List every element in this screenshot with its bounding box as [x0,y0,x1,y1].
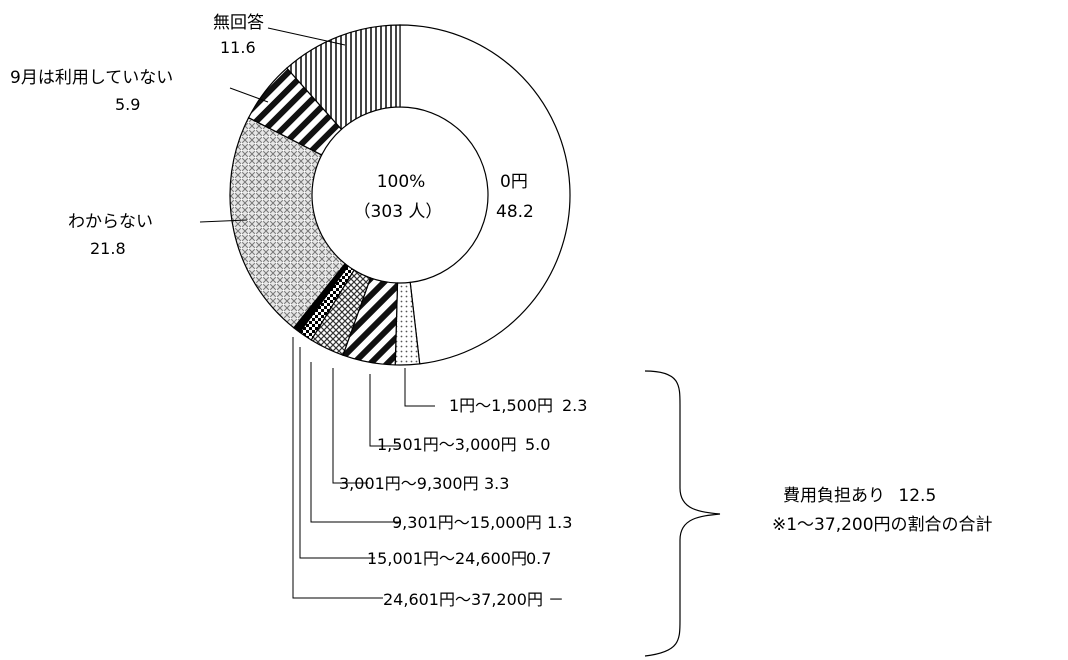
group-label-text: 費用負担あり [783,486,885,506]
donut-slice-0 [399,24,571,365]
slice-label-not-used-sept: 9月は利用していない [10,68,173,88]
slice-value-9301-15000: 1.3 [547,513,572,532]
leader-24601-37200 [292,337,383,599]
leader-1501-3000 [369,374,400,447]
slice-value-3001-9300: 3.3 [484,474,509,493]
group-label-value: 12.5 [898,486,936,506]
slice-label-15001-24600: 15,001円～24,600円 [367,549,527,568]
slice-value-1501-3000: 5.0 [525,435,550,454]
slice-value-15001-24600: 0.7 [526,549,551,568]
slice-label-9301-15000: 9,301円～15,000円 [392,513,542,532]
donut-slice-9 [286,24,401,131]
leader-15001-24600 [299,347,375,559]
slice-label-0yen: 0円 [500,172,528,192]
slice-label-unknown: わからない [68,212,153,232]
group-label: 費用負担あり 12.5 [783,486,936,506]
slice-value-1-1500: 2.3 [562,396,587,415]
leader-no-answer [267,27,346,46]
slice-label-1-1500: 1円～1,500円 [449,396,553,415]
slice-label-1501-3000: 1,501円～3,000円 [377,435,517,454]
slice-value-not-used-sept: 5.9 [115,95,140,114]
slice-value-24601-37200: － [548,590,564,609]
leader-9301-15000 [310,362,400,523]
center-label-percent: 100% [377,172,426,192]
donut-slice-7 [229,116,346,329]
slice-label-no-answer: 無回答 [213,13,264,33]
slice-value-0yen: 48.2 [496,202,534,222]
slice-label-24601-37200: 24,601円～37,200円 [383,590,543,609]
donut-slices [229,24,571,366]
slice-value-no-answer: 11.6 [220,38,256,57]
group-bracket [644,370,721,657]
leader-unknown [199,219,248,223]
slice-value-unknown: 21.8 [90,239,126,258]
group-note: ※1～37,200円の割合の合計 [772,515,993,535]
center-label-count: （303 人） [354,202,443,222]
leader-1-1500 [404,368,435,407]
leader-not-used-sept [229,87,269,103]
leader-3001-9300 [332,368,368,484]
slice-label-3001-9300: 3,001円～9,300円 [339,474,479,493]
